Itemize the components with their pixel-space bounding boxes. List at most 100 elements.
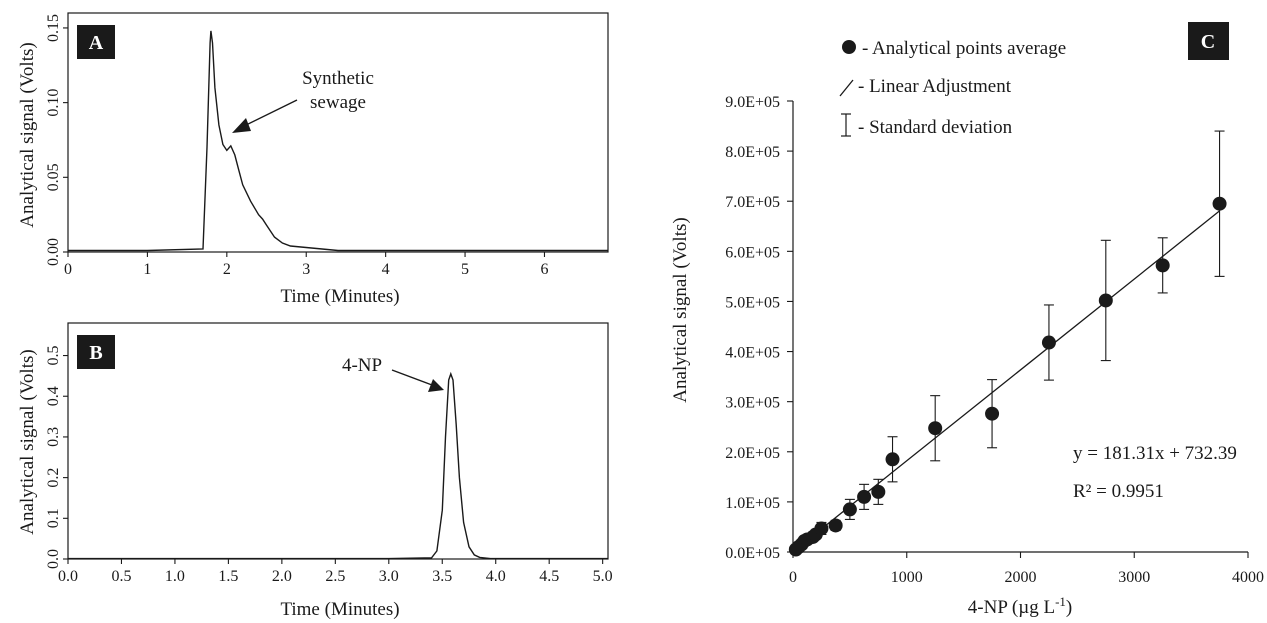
panel-c-xlabel-main: 4-NP (µg L xyxy=(968,597,1055,618)
b-y-tick-label: 0.5 xyxy=(45,346,62,366)
panel-a-annotation-line1: Synthetic xyxy=(302,68,374,89)
a-y-tick-label: 0.15 xyxy=(45,14,62,42)
legend-label-fit: - Linear Adjustment xyxy=(858,76,1012,97)
panel-c-equation: y = 181.31x + 732.39 xyxy=(1073,443,1237,464)
b-x-tick-label: 0.5 xyxy=(111,568,131,585)
b-y-tick-label: 0.1 xyxy=(45,508,62,528)
panel-a-series-line xyxy=(68,30,608,252)
c-y-tick-label: 8.0E+05 xyxy=(725,144,780,161)
c-y-tick-label: 7.0E+05 xyxy=(725,194,780,211)
c-point-marker xyxy=(928,421,943,436)
c-y-tick-label: 0.0E+05 xyxy=(725,545,780,562)
panel-a-y-ticks: 0.00 0.05 0.10 0.15 xyxy=(45,14,68,266)
c-point-marker xyxy=(1155,258,1170,273)
panel-c-badge xyxy=(1188,22,1229,60)
c-point-marker xyxy=(1041,335,1056,350)
b-y-tick-label: 0.0 xyxy=(45,549,62,569)
c-data-point xyxy=(814,521,829,536)
a-x-tick-label: 5 xyxy=(461,261,469,278)
c-y-tick-label: 3.0E+05 xyxy=(725,395,780,412)
a-x-tick-label: 1 xyxy=(143,261,151,278)
panel-b-arrow-head xyxy=(428,379,444,392)
panel-b-ylabel: Analytical signal (Volts) xyxy=(17,349,38,534)
b-x-tick-label: 1.0 xyxy=(165,568,185,585)
panel-c-ylabel: Analytical signal (Volts) xyxy=(670,217,691,402)
panel-c-badge-label: C xyxy=(1201,31,1215,53)
c-data-point xyxy=(1041,304,1056,381)
c-data-point xyxy=(1155,237,1170,294)
b-y-tick-label: 0.2 xyxy=(45,468,62,488)
panel-a-frame xyxy=(67,12,609,253)
c-x-tick-label: 4000 xyxy=(1232,569,1264,586)
panel-a-arrow-head xyxy=(232,118,251,133)
a-x-tick-label: 3 xyxy=(302,261,310,278)
panel-a-annotation-line2: sewage xyxy=(310,92,366,113)
legend-dot-icon xyxy=(842,40,856,54)
panel-b-y-ticks: 0.0 0.1 0.2 0.3 0.4 0.5 xyxy=(45,346,68,569)
panel-c-r-squared: R² = 0.9951 xyxy=(1073,481,1164,502)
panel-b-arrow-line xyxy=(391,369,433,386)
c-x-tick-label: 2000 xyxy=(1005,569,1037,586)
c-point-marker xyxy=(857,489,872,504)
panel-c-x-ticks: 0 1000 2000 3000 4000 xyxy=(789,552,1264,586)
a-y-tick-label: 0.00 xyxy=(45,238,62,266)
c-data-point xyxy=(842,498,857,520)
b-x-tick-label: 3.0 xyxy=(379,568,399,585)
c-y-tick-label: 4.0E+05 xyxy=(725,345,780,362)
panel-a-x-ticks: 0 1 2 3 4 5 6 xyxy=(64,252,548,278)
b-x-tick-label: 2.5 xyxy=(325,568,345,585)
b-x-tick-label: 4.5 xyxy=(539,568,559,585)
c-data-point xyxy=(828,518,843,533)
panel-a-xlabel: Time (Minutes) xyxy=(280,286,399,307)
panel-c-xlabel-end: ) xyxy=(1066,597,1072,618)
panel-b-badge-label: B xyxy=(89,342,102,364)
c-y-tick-label: 9.0E+05 xyxy=(725,94,780,111)
c-y-tick-label: 5.0E+05 xyxy=(725,294,780,311)
panel-b-series-line xyxy=(68,371,608,560)
b-y-tick-label: 0.3 xyxy=(45,427,62,447)
c-x-tick-label: 0 xyxy=(789,569,797,586)
panel-a-ylabel: Analytical signal (Volts) xyxy=(17,42,38,227)
c-data-point xyxy=(1098,239,1113,362)
c-y-tick-label: 2.0E+05 xyxy=(725,445,780,462)
b-x-tick-label: 5.0 xyxy=(593,568,613,585)
c-data-point xyxy=(885,436,900,483)
b-x-tick-label: 1.5 xyxy=(218,568,238,585)
c-point-marker xyxy=(1098,293,1113,308)
c-data-point xyxy=(871,478,886,505)
panel-c-xlabel: 4-NP (µg L-1) xyxy=(968,594,1072,618)
a-x-tick-label: 0 xyxy=(64,261,72,278)
a-y-tick-label: 0.05 xyxy=(45,163,62,191)
c-point-marker xyxy=(885,452,900,467)
legend-line-icon xyxy=(839,79,854,97)
panel-b-xlabel: Time (Minutes) xyxy=(280,599,399,620)
panel-a-badge-label: A xyxy=(89,32,104,54)
c-point-marker xyxy=(828,518,843,533)
panel-b-frame xyxy=(67,322,609,560)
b-x-tick-label: 0.0 xyxy=(58,568,78,585)
c-x-tick-label: 3000 xyxy=(1118,569,1150,586)
b-x-tick-label: 3.5 xyxy=(432,568,452,585)
legend-label-stddev: - Standard deviation xyxy=(858,117,1013,138)
a-x-tick-label: 2 xyxy=(223,261,231,278)
panel-b-x-ticks: 0.0 0.5 1.0 1.5 2.0 2.5 3.0 3.5 4.0 4.5 5.0 xyxy=(58,559,613,585)
panel-b: 0.0 0.5 1.0 1.5 2.0 2.5 3.0 3.5 4.0 4.5 5.0 0.0 0.1… xyxy=(17,322,613,620)
c-data-point xyxy=(928,395,943,462)
c-data-point xyxy=(1212,130,1227,277)
panel-c-points xyxy=(788,130,1227,557)
b-y-tick-label: 0.4 xyxy=(45,386,62,406)
panel-b-badge xyxy=(77,335,115,369)
legend-errorbar-icon xyxy=(841,113,851,137)
panel-c-legend: - Analytical points average - Linear Adj… xyxy=(839,38,1066,138)
panel-b-annotation: 4-NP xyxy=(342,355,382,376)
b-x-tick-label: 4.0 xyxy=(486,568,506,585)
a-y-tick-label: 0.10 xyxy=(45,89,62,117)
c-y-tick-label: 1.0E+05 xyxy=(725,495,780,512)
panel-c-y-ticks: 0.0E+05 1.0E+05 2.0E+05 3.0E+05 4.0E+05 5.0E+… xyxy=(725,94,793,562)
a-x-tick-label: 6 xyxy=(540,261,548,278)
c-point-marker xyxy=(871,484,886,499)
c-point-marker xyxy=(842,502,857,517)
c-data-point xyxy=(985,379,1000,449)
